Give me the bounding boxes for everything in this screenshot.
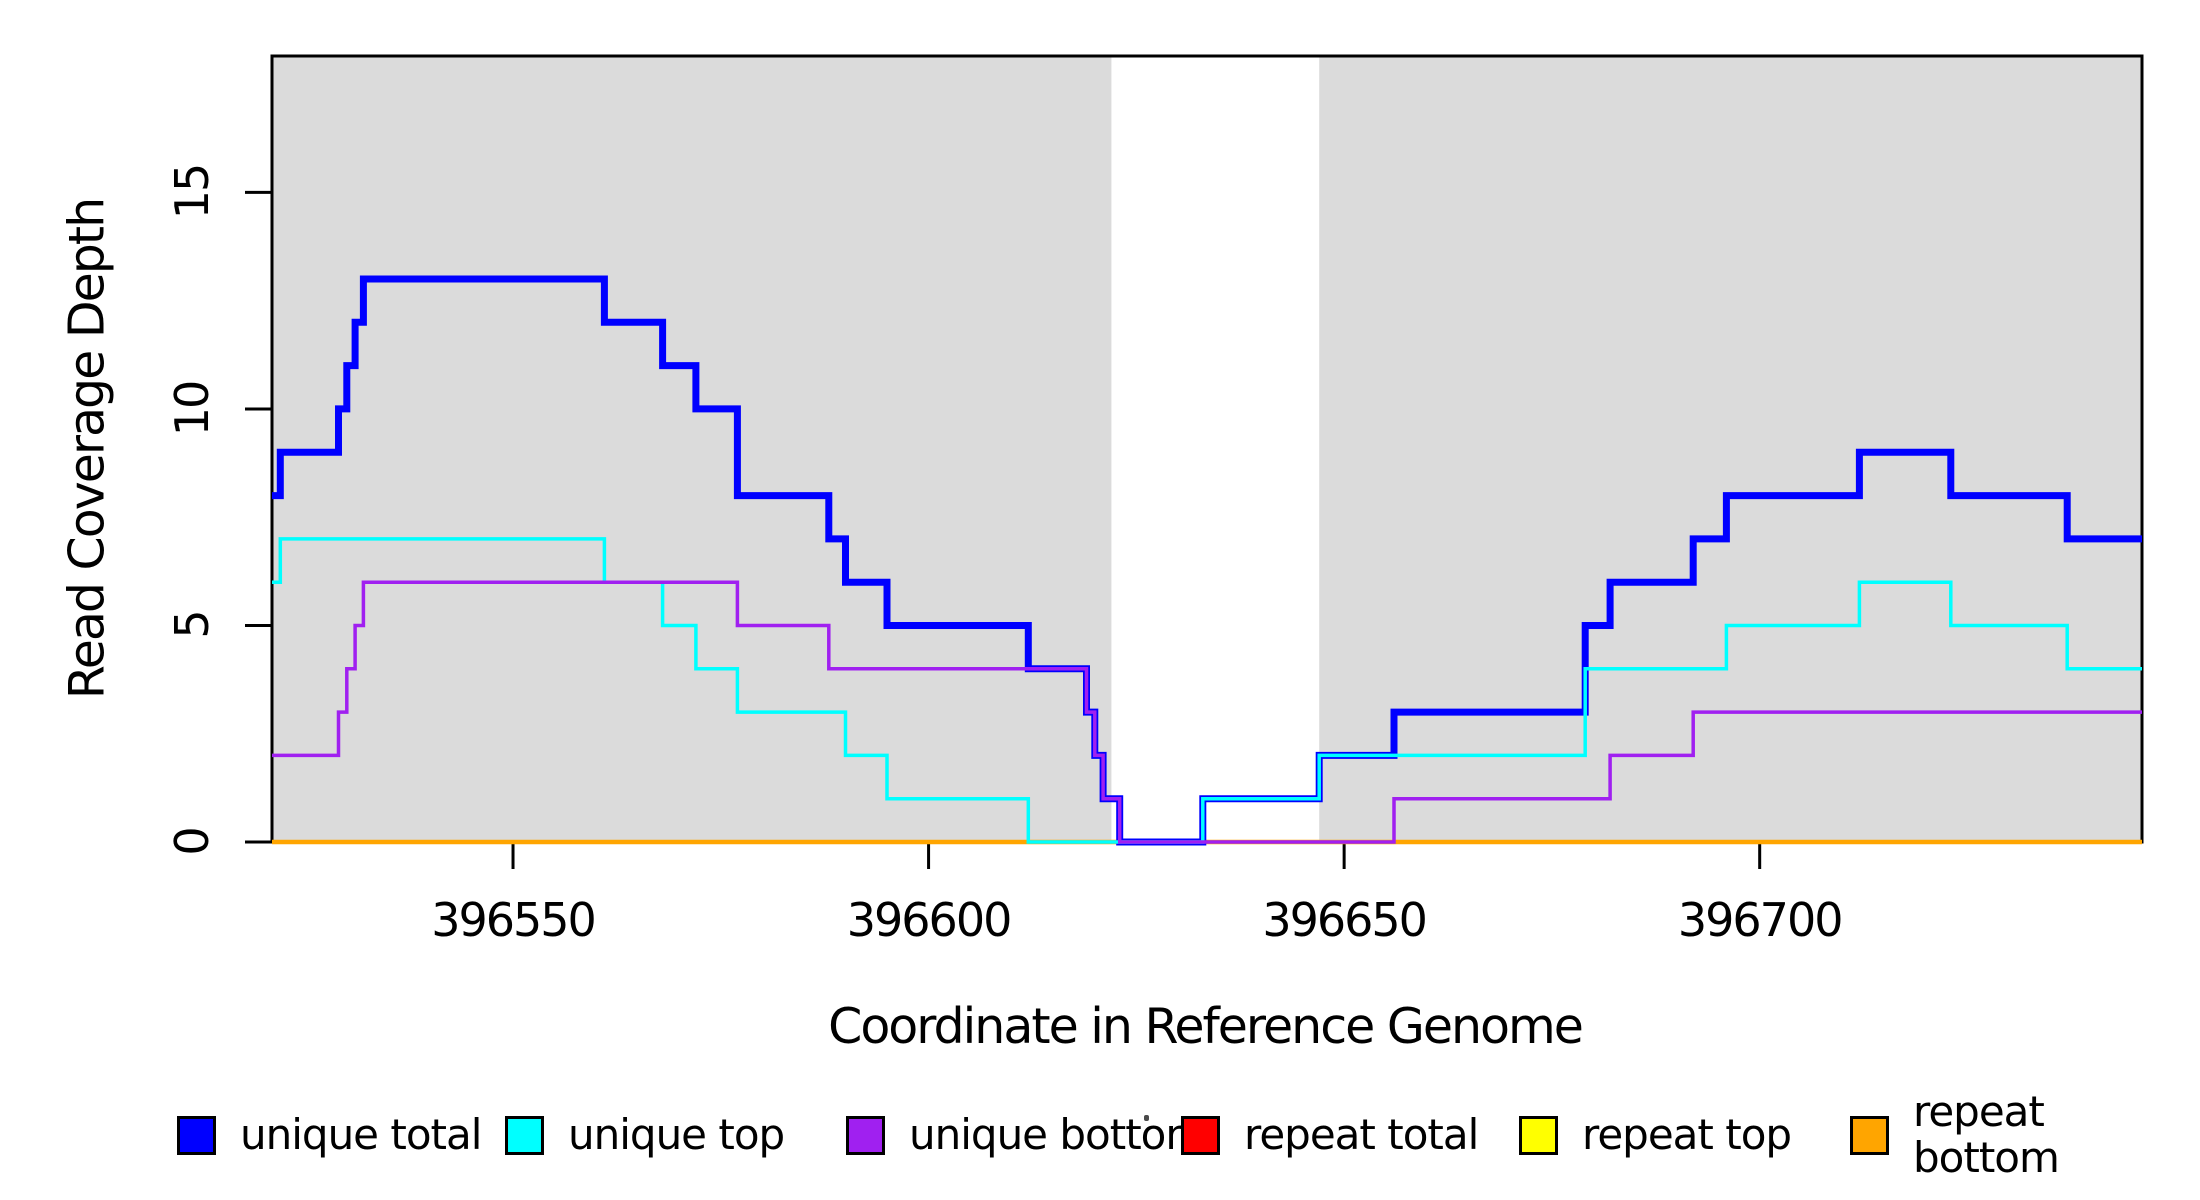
x-tick-label-396550: 396550 [431,893,597,947]
legend-swatch-repeat-top [1519,1115,1558,1155]
shaded-region-1 [1319,56,2142,842]
stray-dot [1144,1115,1149,1121]
legend-entry-unique-top: unique top [505,1110,785,1159]
x-tick-label-396650: 396650 [1262,893,1428,947]
legend-entry-repeat-total: repeat total [1181,1110,1479,1159]
legend-label-repeat-total: repeat total [1244,1110,1479,1159]
x-axis-title: Coordinate in Reference Genome [828,998,1584,1055]
y-tick-label-0: 0 [165,828,219,856]
x-tick-label-396700: 396700 [1677,893,1844,947]
x-tick-label-396600: 396600 [846,893,1013,947]
legend-entry-repeat-top: repeat top [1519,1110,1792,1159]
legend-swatch-unique-total [177,1115,216,1155]
legend-entry-repeat-bottom: repeat bottom [1850,1089,2200,1181]
y-tick-label-5: 5 [165,611,219,640]
series-unique-top [272,537,2142,844]
y-tick-label-10: 10 [165,381,219,437]
y-axis-title: Read Coverage Depth [58,198,116,700]
shaded-region-0 [272,56,1112,842]
legend-label-repeat-top: repeat top [1582,1110,1792,1159]
legend-label-repeat-bottom: repeat bottom [1913,1087,2060,1182]
legend-label-unique-bottom: unique bottom [909,1110,1206,1159]
series-unique-bottom [272,580,2142,844]
legend-swatch-repeat-total [1181,1115,1220,1155]
legend-label-unique-total: unique total [240,1110,482,1159]
y-tick-label-15: 15 [165,165,219,220]
legend-swatch-unique-bottom [846,1115,885,1155]
legend-label-unique-top: unique top [568,1110,785,1159]
legend-swatch-unique-top [505,1115,544,1155]
legend-entry-unique-total: unique total [177,1110,482,1159]
legend-entry-unique-bottom: unique bottom [846,1110,1206,1159]
legend-swatch-repeat-bottom [1850,1115,1889,1155]
